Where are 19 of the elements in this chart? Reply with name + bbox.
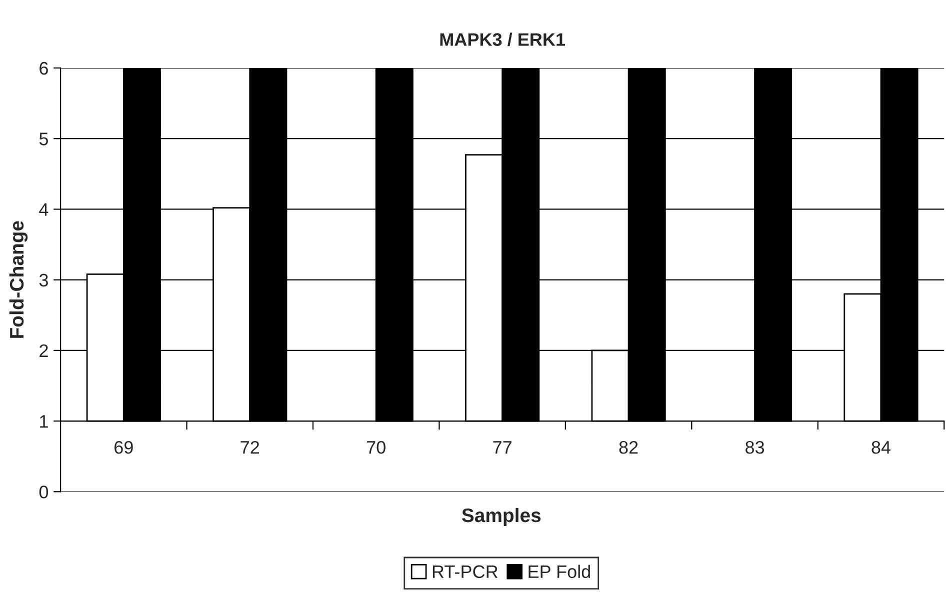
y-tick-label: 0	[39, 486, 48, 498]
y-axis-title: Fold-Change	[9, 221, 28, 338]
x-axis-title: Samples	[462, 508, 541, 526]
x-tick-label: 72	[240, 440, 260, 454]
y-tick-label: 2	[40, 344, 48, 357]
legend-label: EP Fold	[528, 564, 590, 578]
x-tick-label: 77	[493, 441, 512, 454]
x-tick-label: 70	[366, 440, 386, 454]
y-tick-label: 3	[39, 274, 48, 287]
x-tick-label: 83	[746, 440, 764, 454]
y-tick-label: 5	[39, 132, 48, 146]
x-tick-label: 82	[619, 440, 638, 454]
y-tick-label: 4	[39, 203, 48, 216]
y-tick-label: 6	[40, 62, 48, 75]
x-tick-label: 69	[114, 440, 133, 454]
chart-title: MAPK3 / ERK1	[440, 32, 566, 46]
legend-label: RT-PCR	[432, 565, 498, 578]
y-tick-label: 1	[40, 415, 48, 428]
x-tick-label: 84	[872, 440, 891, 454]
